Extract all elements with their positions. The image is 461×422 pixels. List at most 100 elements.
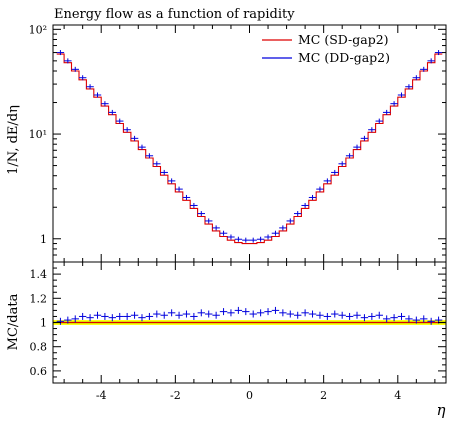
dd-ratio-point xyxy=(271,306,280,314)
main-ytick-label: 10¹ xyxy=(29,128,47,141)
dd-point xyxy=(308,194,317,200)
dd-point xyxy=(71,66,79,72)
dd-ratio-point xyxy=(86,314,94,322)
dd-ratio-point xyxy=(412,316,421,324)
dd-ratio-point xyxy=(138,314,146,322)
dd-ratio-point xyxy=(427,317,435,325)
dd-point xyxy=(212,225,220,231)
dd-point xyxy=(116,118,124,124)
ratio-ytick-label: 0.8 xyxy=(30,341,48,354)
dd-point xyxy=(412,75,421,81)
dd-point xyxy=(271,230,280,236)
ratio-ytick-label: 0.6 xyxy=(30,365,48,378)
dd-point xyxy=(368,127,376,133)
dd-point xyxy=(175,186,183,192)
dd-ratio-point xyxy=(360,314,369,322)
dd-ratio-point xyxy=(316,311,324,319)
dd-ratio-point xyxy=(301,309,309,317)
dd-ratio-point xyxy=(293,311,302,319)
dd-point xyxy=(56,50,65,56)
dd-point xyxy=(264,234,272,240)
dd-point xyxy=(353,144,361,150)
dd-ratio-point xyxy=(212,311,220,319)
dd-point xyxy=(138,144,146,150)
main-panel: 1 10¹ 10² 1/N, dE/dη MC (SD-gap2) MC (DD-g… xyxy=(6,23,447,263)
dd-ratio-point xyxy=(234,306,243,314)
x-tick-label: 4 xyxy=(394,389,401,402)
dd-point xyxy=(101,101,109,107)
dd-ratio-point xyxy=(71,315,79,323)
ratio-ytick-label: 1 xyxy=(40,317,47,330)
dd-ratio-point xyxy=(323,312,332,320)
dd-point xyxy=(227,234,235,240)
main-ytick-label: 10² xyxy=(29,23,47,36)
dd-ratio-point xyxy=(93,311,102,319)
dd-ratio-point xyxy=(353,311,361,319)
x-tick-label: -4 xyxy=(96,389,107,402)
dd-point xyxy=(145,153,154,159)
dd-point xyxy=(390,101,398,107)
dd-point xyxy=(420,66,428,72)
dd-ratio-point xyxy=(249,310,257,318)
dd-ratio-point xyxy=(242,308,250,316)
dd-ratio-point xyxy=(390,314,398,322)
dd-ratio-point xyxy=(108,314,117,322)
dd-ratio-point xyxy=(182,310,191,318)
dd-point xyxy=(219,230,228,236)
dd-point xyxy=(242,237,250,243)
dd-ratio-point xyxy=(101,312,109,320)
sd-series-line xyxy=(56,53,443,245)
dd-point xyxy=(205,218,213,224)
dd-ratio-point xyxy=(78,312,87,320)
dd-point xyxy=(323,178,332,184)
dd-point xyxy=(167,178,176,184)
dd-ratio-point xyxy=(227,309,235,317)
dd-ratio-point xyxy=(405,315,413,323)
dd-ratio-point xyxy=(190,312,198,320)
dd-point xyxy=(360,135,369,141)
dd-ratio-point xyxy=(56,317,65,325)
dd-point xyxy=(405,84,413,90)
dd-ratio-point xyxy=(279,309,287,317)
dd-point xyxy=(286,218,294,224)
dd-point xyxy=(293,211,302,217)
chart-title: Energy flow as a function of rapidity xyxy=(54,7,295,22)
x-tick-label: -2 xyxy=(170,389,181,402)
dd-point xyxy=(249,237,257,243)
dd-ratio-point xyxy=(308,310,317,318)
ratio-series-layer xyxy=(56,306,443,325)
main-ytick-label: 1 xyxy=(40,233,47,246)
ratio-ytick-label: 1.2 xyxy=(30,292,48,305)
dd-ratio-point xyxy=(338,311,346,319)
dd-ratio-point xyxy=(64,316,72,324)
dd-ratio-point xyxy=(123,312,131,320)
dd-point xyxy=(153,161,161,167)
dd-point xyxy=(130,135,139,141)
dd-point xyxy=(108,109,117,115)
dd-ratio-point xyxy=(197,309,206,317)
dd-ratio-point xyxy=(345,312,354,320)
ratio-ylabel: MC/data xyxy=(6,293,21,350)
dd-point xyxy=(427,58,435,64)
dd-point xyxy=(78,75,87,81)
ratio-ticks-layer: 0.6 0.8 1 1.2 1.4 -4 -2 0 2 4 xyxy=(30,262,446,402)
dd-point xyxy=(197,211,206,217)
dd-ratio-point xyxy=(160,311,168,319)
dd-ratio-point xyxy=(116,312,124,320)
main-series-layer xyxy=(56,50,443,245)
dd-ratio-point xyxy=(153,310,161,318)
dd-ratio-point xyxy=(375,311,383,319)
legend-dd-label: MC (DD-gap2) xyxy=(298,50,390,65)
dd-point xyxy=(316,186,324,192)
x-tick-label: 0 xyxy=(246,389,253,402)
dd-ratio-point xyxy=(382,315,391,323)
dd-ratio-point xyxy=(167,309,176,317)
dd-ratio-point xyxy=(397,312,406,320)
dd-point xyxy=(123,127,131,133)
dd-ratio-point xyxy=(219,308,228,316)
dd-point xyxy=(256,236,265,242)
dd-point xyxy=(64,58,72,64)
dd-ratio-point xyxy=(130,311,139,319)
dd-point xyxy=(160,169,168,175)
